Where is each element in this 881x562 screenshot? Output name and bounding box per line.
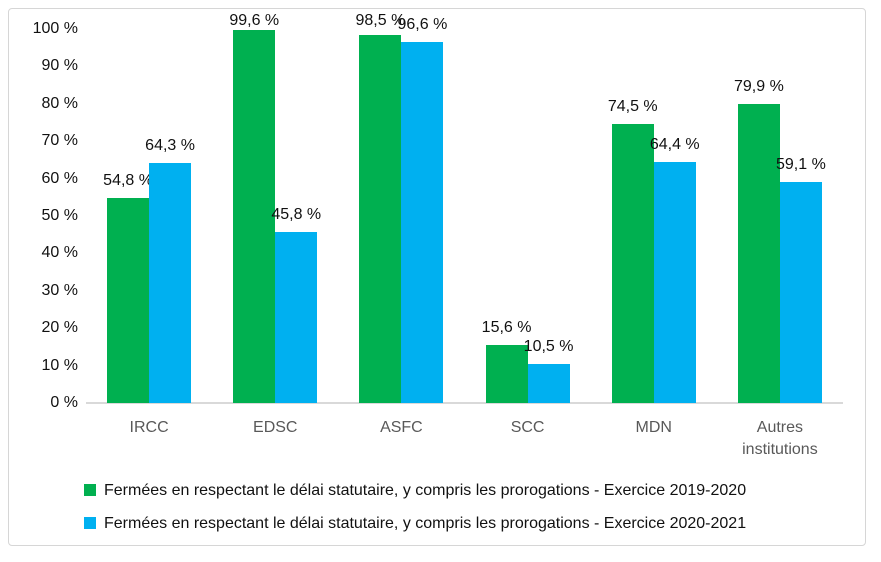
bar-series2 xyxy=(779,181,822,403)
legend-swatch-green xyxy=(84,484,96,496)
bar-value-label: 64,3 % xyxy=(145,136,195,154)
x-category-label: Autres institutions xyxy=(742,419,818,458)
bar-value-label: 10,5 % xyxy=(523,337,574,355)
y-tick-label: 60 % xyxy=(41,169,78,187)
bar-series1 xyxy=(737,104,780,403)
bar-value-label: 99,6 % xyxy=(229,12,280,29)
bar-series1 xyxy=(107,198,150,403)
y-tick-label: 30 % xyxy=(41,281,78,299)
bar-value-label: 45,8 % xyxy=(271,205,322,223)
bar-value-label: 74,5 % xyxy=(607,98,658,116)
bar-series2 xyxy=(653,162,696,403)
bar-series1 xyxy=(611,124,654,403)
legend-swatch-blue xyxy=(84,517,96,529)
bar-series2 xyxy=(401,41,444,403)
bar-series1 xyxy=(233,30,276,403)
bar-value-label: 64,4 % xyxy=(649,136,700,154)
y-tick-label: 50 % xyxy=(41,207,78,224)
x-category-label: ASFC xyxy=(380,419,423,436)
bar-value-label: 59,1 % xyxy=(776,155,826,173)
y-tick-label: 20 % xyxy=(41,319,78,337)
x-category-label: IRCC xyxy=(129,419,169,436)
bar-series2 xyxy=(149,162,192,403)
legend-item-2020-2021: Fermées en respectant le délai statutair… xyxy=(84,514,746,533)
x-category-label: EDSC xyxy=(253,419,298,436)
x-category-label: MDN xyxy=(635,419,672,436)
bar-series1 xyxy=(485,344,528,403)
bar-value-label: 79,9 % xyxy=(734,78,784,96)
x-axis-line xyxy=(86,402,843,404)
bar-series2 xyxy=(275,231,318,403)
bar-series1 xyxy=(359,34,402,403)
legend-label: Fermées en respectant le délai statutair… xyxy=(104,482,747,499)
legend-item-2019-2020: Fermées en respectant le délai statutair… xyxy=(84,481,746,500)
bar-value-label: 98,5 % xyxy=(355,12,406,29)
bar-value-label: 15,6 % xyxy=(481,318,532,336)
y-tick-label: 100 % xyxy=(32,20,78,37)
bar-value-label: 96,6 % xyxy=(397,15,448,33)
y-tick-label: 90 % xyxy=(41,57,78,75)
x-category-label: SCC xyxy=(510,419,545,436)
y-tick-label: 40 % xyxy=(41,244,78,262)
y-tick-label: 10 % xyxy=(41,356,78,374)
legend-label: Fermées en respectant le délai statutair… xyxy=(104,515,747,532)
bar-series2 xyxy=(527,363,570,403)
y-tick-label: 0 % xyxy=(50,394,78,411)
y-tick-label: 70 % xyxy=(41,132,78,150)
bar-value-label: 54,8 % xyxy=(103,172,153,190)
y-tick-label: 80 % xyxy=(41,94,78,112)
